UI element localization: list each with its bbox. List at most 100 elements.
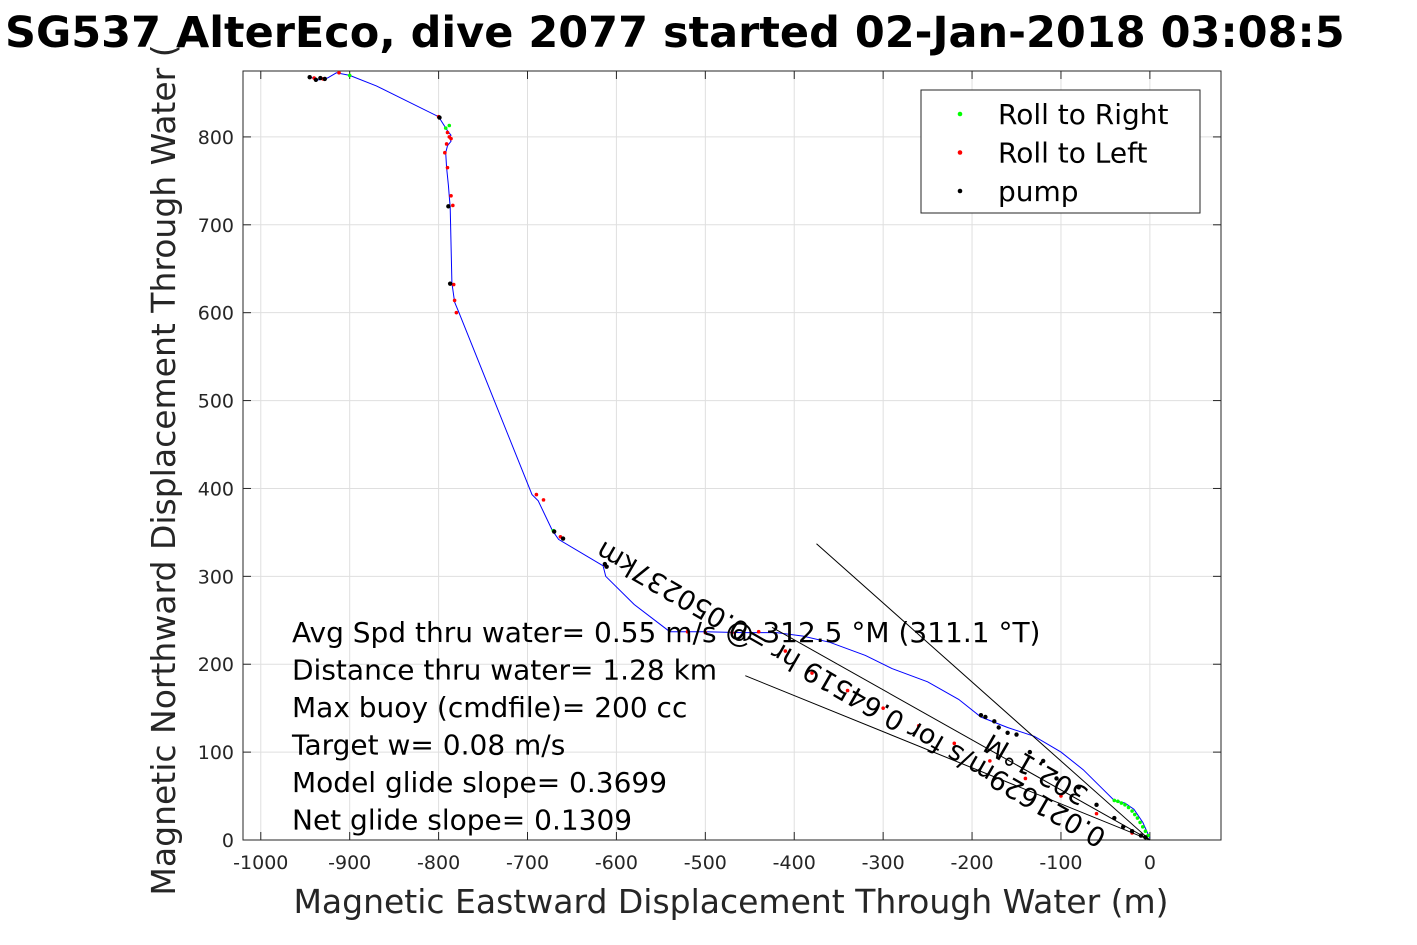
stats-line: Model glide slope= 0.3699 (292, 766, 667, 799)
x-tick-label: -800 (417, 852, 460, 874)
y-tick-label: 400 (198, 478, 234, 500)
stats-line: Target w= 0.08 m/s (291, 729, 565, 762)
roll-left-point (444, 142, 449, 146)
x-tick-label: -200 (950, 852, 993, 874)
pump-point (1040, 758, 1046, 764)
roll-right-point (1135, 816, 1140, 820)
x-tick-label: -600 (595, 852, 638, 874)
legend-marker (957, 188, 963, 194)
roll-right-point (1143, 829, 1148, 834)
pump-point (604, 564, 609, 569)
pump-point (307, 74, 312, 80)
plot-series (307, 70, 1151, 841)
roll-right-point (1126, 805, 1131, 810)
reference-line (816, 543, 1151, 841)
y-tick-label: 200 (198, 654, 234, 676)
reference-line (745, 675, 1151, 841)
y-axis-ticks: 0 100 200 300 400 500 600 700 800 (198, 127, 1221, 852)
x-tick-label: -300 (862, 852, 905, 874)
x-tick-label: -900 (328, 852, 371, 874)
roll-left-point (845, 688, 850, 693)
roll-left-point (445, 130, 450, 135)
roll-left-point (454, 310, 459, 315)
y-tick-label: 800 (198, 127, 234, 149)
pump-point (313, 77, 319, 82)
pump-point (983, 714, 988, 720)
roll-left-point (449, 193, 453, 198)
x-tick-label: -700 (506, 852, 549, 874)
chart-title: SG537 AlterEco, dive 2077 started 02-Jan… (5, 8, 1345, 58)
roll-left-point (916, 723, 921, 728)
roll-right-point (447, 123, 452, 128)
roll-left-point (685, 629, 690, 634)
roll-left-point (451, 282, 456, 287)
pump-point (322, 76, 327, 82)
pump-point (1076, 785, 1081, 790)
pump-point (437, 115, 442, 120)
pump-point (446, 204, 451, 209)
legend-box (920, 89, 1201, 214)
roll-right-point (1123, 803, 1127, 807)
stats-line: Max buoy (cmdfile)= 200 cc (292, 691, 687, 724)
x-axis-label: Magnetic Eastward Displacement Through W… (293, 882, 1168, 921)
legend-label: Roll to Left (998, 137, 1147, 170)
plot-frame (242, 70, 1222, 841)
pump-point (996, 725, 1001, 730)
roll-right-point (1132, 812, 1137, 817)
y-tick-label: 0 (222, 830, 234, 852)
roll-left-point (952, 741, 957, 746)
roll-left-point (449, 136, 453, 141)
roll-left-point (988, 759, 992, 763)
roll-left-point (452, 298, 457, 303)
pump-point (1005, 730, 1010, 735)
roll-left-point (703, 630, 708, 635)
roll-left-point (445, 165, 450, 170)
y-axis-label: Magnetic Northward Displacement Through … (144, 44, 183, 895)
roll-left-point (451, 203, 455, 208)
x-tick-label: 0 (1144, 852, 1156, 874)
roll-left-point (783, 649, 788, 653)
pump-point (1054, 776, 1059, 781)
reference-line (771, 626, 1151, 841)
roll-left-point (337, 70, 341, 75)
y-tick-label: 300 (198, 566, 234, 588)
roll-right-point (443, 126, 448, 130)
pump-point (1094, 802, 1099, 808)
roll-left-point (443, 150, 447, 155)
roll-left-point (756, 629, 761, 634)
stats-line: Net glide slope= 0.1309 (292, 804, 632, 837)
roll-left-point (730, 630, 734, 635)
roll-left-point (881, 706, 885, 710)
pump-point (1027, 749, 1033, 755)
axes-box (242, 70, 1222, 841)
stats-annotation: Avg Spd thru water= 0.55 m/s @ 312.5 °M … (291, 616, 1040, 837)
pump-point (560, 536, 566, 541)
roll-right-point (1116, 799, 1120, 804)
roll-right-point (1140, 825, 1145, 829)
pump-point (978, 713, 984, 718)
pump-point (551, 529, 557, 534)
legend-label: pump (998, 175, 1079, 208)
roll-left-point (541, 498, 546, 502)
stats-line: Avg Spd thru water= 0.55 m/s @ 312.5 °M … (292, 616, 1040, 649)
x-tick-label: -100 (1039, 852, 1082, 874)
pump-point (992, 719, 997, 724)
roll-left-point (1023, 776, 1028, 781)
x-tick-label: -400 (773, 852, 816, 874)
y-tick-label: 700 (198, 215, 234, 237)
roll-left-point (1059, 794, 1063, 798)
y-tick-label: 100 (198, 742, 234, 764)
legend-marker (957, 111, 963, 117)
legend-label: Roll to Right (998, 98, 1169, 131)
roll-right-point (1112, 798, 1117, 803)
roll-left-point (534, 492, 539, 497)
legend-marker (957, 150, 963, 155)
roll-right-point (1138, 820, 1142, 825)
roll-right-point (1119, 801, 1124, 805)
roll-right-point (1130, 809, 1134, 813)
pump-point (1014, 732, 1019, 737)
pump-point (318, 75, 323, 81)
stats-line: Distance thru water= 1.28 km (292, 654, 717, 687)
x-tick-label: -500 (684, 852, 727, 874)
